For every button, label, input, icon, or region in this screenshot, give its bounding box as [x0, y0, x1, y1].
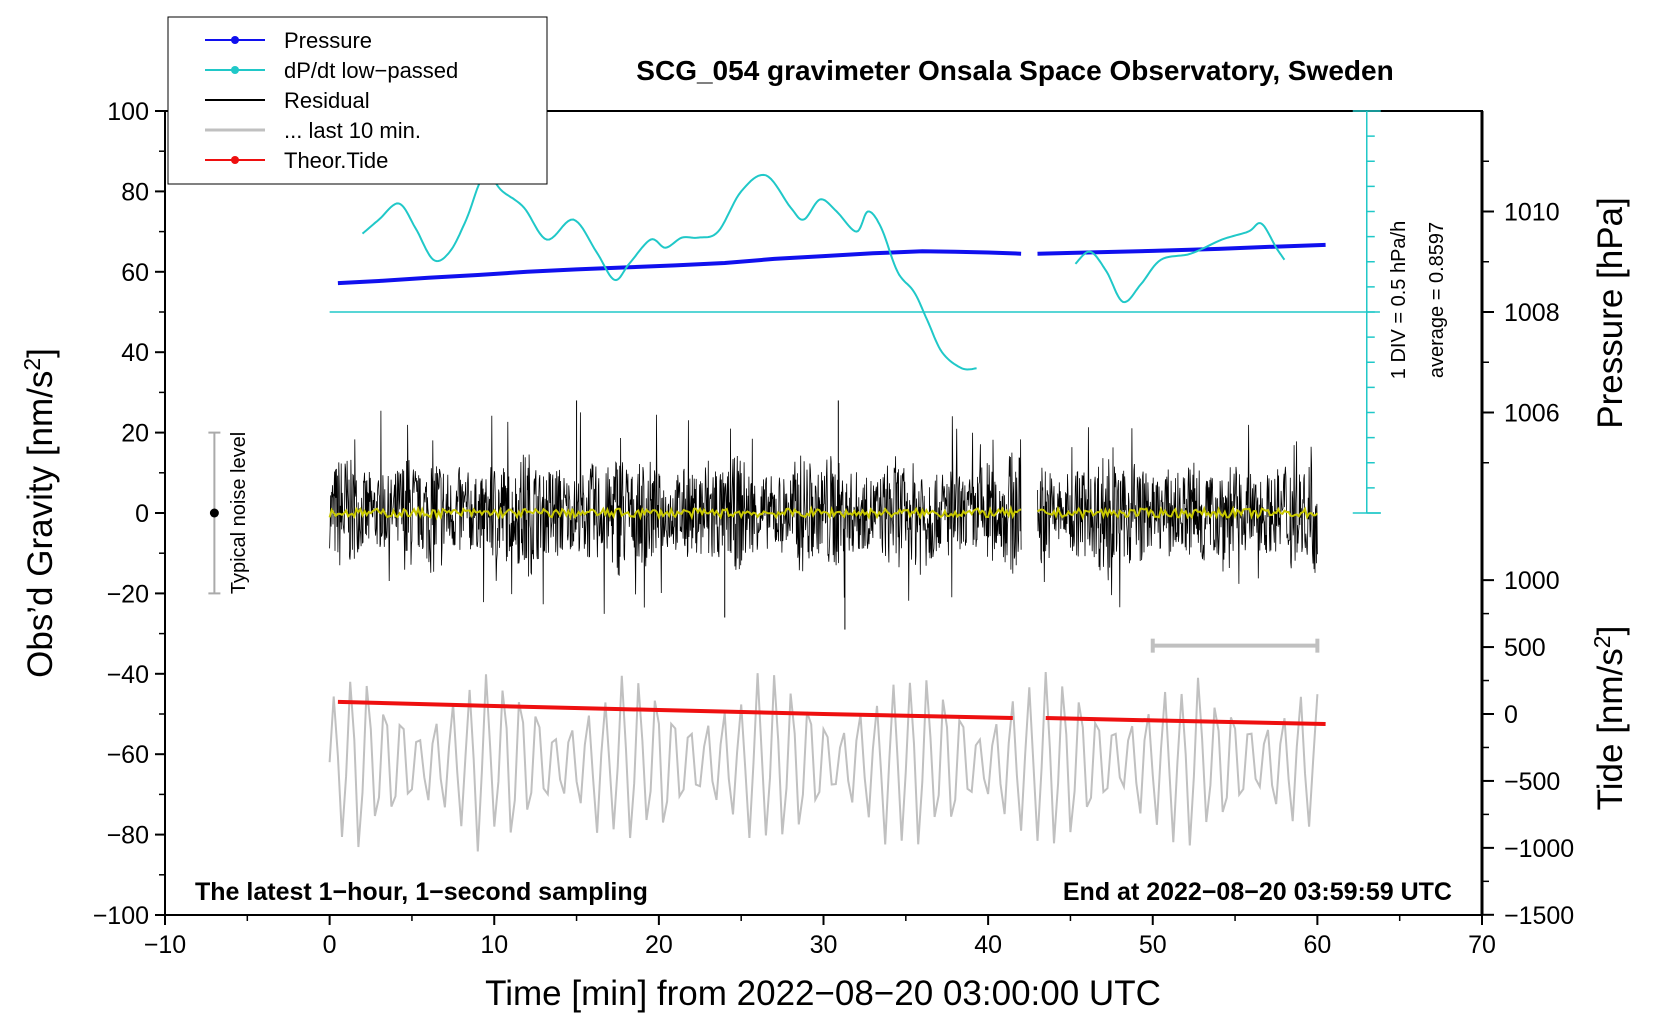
- y-tick-label: 100: [107, 98, 149, 126]
- x-tick-label: −10: [144, 931, 186, 959]
- y-tick-label: 0: [135, 500, 149, 528]
- legend-marker: [231, 156, 239, 164]
- y-axis-title-end: ]: [21, 348, 60, 358]
- tide-tick-label: 1000: [1504, 567, 1560, 595]
- tide-tick-label: 0: [1504, 701, 1518, 729]
- tide-axis-title-end: ]: [1591, 626, 1630, 636]
- legend-marker: [231, 66, 239, 74]
- legend-label: Pressure: [284, 28, 372, 53]
- pressure-tick-label: 1010: [1504, 199, 1560, 227]
- chart-annotations: [208, 431, 1320, 653]
- legend-label: ... last 10 min.: [284, 118, 421, 143]
- last-10-min-series-line: [328, 672, 1319, 852]
- y-tick-label: 20: [121, 420, 149, 448]
- tide-axis-ticks: 1000 500 0 −500 −1000 −1500: [1482, 567, 1574, 930]
- x-tick-label: 50: [1139, 931, 1167, 959]
- x-tick-label: 30: [810, 931, 838, 959]
- pressure-series-line: [1037, 242, 1326, 256]
- ddt-average-label: average = 0.8597: [1426, 222, 1448, 378]
- legend-label: dP/dt low−passed: [284, 58, 458, 83]
- x-tick-label: 70: [1468, 931, 1496, 959]
- pressure-axis-title: Pressure [hPa]: [1591, 197, 1630, 429]
- footer-right: End at 2022−08−20 03:59:59 UTC: [1063, 878, 1452, 906]
- legend-label: Theor.Tide: [284, 148, 388, 173]
- tide-tick-label: 500: [1504, 634, 1546, 662]
- tide-axis-title-sup: 2: [1589, 635, 1615, 648]
- tide-axis-title: Tide [nm/s2]: [1589, 626, 1630, 811]
- tide-tick-label: −1500: [1504, 902, 1574, 930]
- y-axis-title-sup: 2: [19, 358, 45, 371]
- pressure-series-line: [337, 249, 1022, 286]
- y-axis-title-main: Obs’d Gravity [nm/s: [21, 371, 60, 678]
- x-tick-label: 60: [1303, 931, 1331, 959]
- y-axis-ticks: 100 80 60 40 20 0 −20 −40 −60 −80 −100: [93, 98, 165, 930]
- tide-axis-title-main: Tide [nm/s: [1591, 648, 1630, 810]
- chart-title: SCG_054 gravimeter Onsala Space Observat…: [636, 55, 1393, 86]
- tide-series-line: [337, 699, 1326, 726]
- y-tick-label: 80: [121, 178, 149, 206]
- pressure-tick-label: 1008: [1504, 299, 1560, 327]
- tide-tick-label: −500: [1504, 768, 1560, 796]
- tide-tick-label: −1000: [1504, 835, 1574, 863]
- y-axis-title: Obs’d Gravity [nm/s2]: [19, 348, 60, 678]
- residual-smoothed-line: [328, 504, 1319, 521]
- y-tick-label: −40: [107, 661, 149, 689]
- x-tick-label: 0: [323, 931, 337, 959]
- noise-level-dot: [209, 508, 219, 518]
- y-tick-label: −60: [107, 741, 149, 769]
- pressure-tick-label: 1006: [1504, 400, 1560, 428]
- pressure-axis-ticks: 1010 1008 1006: [1482, 160, 1560, 464]
- y-tick-label: 60: [121, 259, 149, 287]
- x-tick-label: 10: [480, 931, 508, 959]
- x-tick-label: 40: [974, 931, 1002, 959]
- series-layer: [328, 173, 1380, 852]
- y-tick-label: −100: [93, 902, 149, 930]
- legend: Pressure dP/dt low−passed Residual ... last…: [167, 16, 548, 185]
- residual-series-line: [329, 410, 1318, 614]
- noise-level-label: Typical noise level: [228, 432, 250, 594]
- footer-left: The latest 1−hour, 1−second sampling: [195, 878, 648, 906]
- y-tick-label: 40: [121, 339, 149, 367]
- x-axis-ticks: −10 0 10 20 30 40 50 60 70: [144, 915, 1496, 959]
- legend-label: Residual: [284, 88, 370, 113]
- y-tick-label: −80: [107, 822, 149, 850]
- y-tick-label: −20: [107, 580, 149, 608]
- x-tick-label: 20: [645, 931, 673, 959]
- ddt-scale-label: 1 DIV = 0.5 hPa/h: [1388, 221, 1410, 379]
- legend-marker: [231, 36, 239, 44]
- dpdt-series-line: [361, 173, 1286, 371]
- x-axis-title: Time [min] from 2022−08−20 03:00:00 UTC: [485, 974, 1161, 1013]
